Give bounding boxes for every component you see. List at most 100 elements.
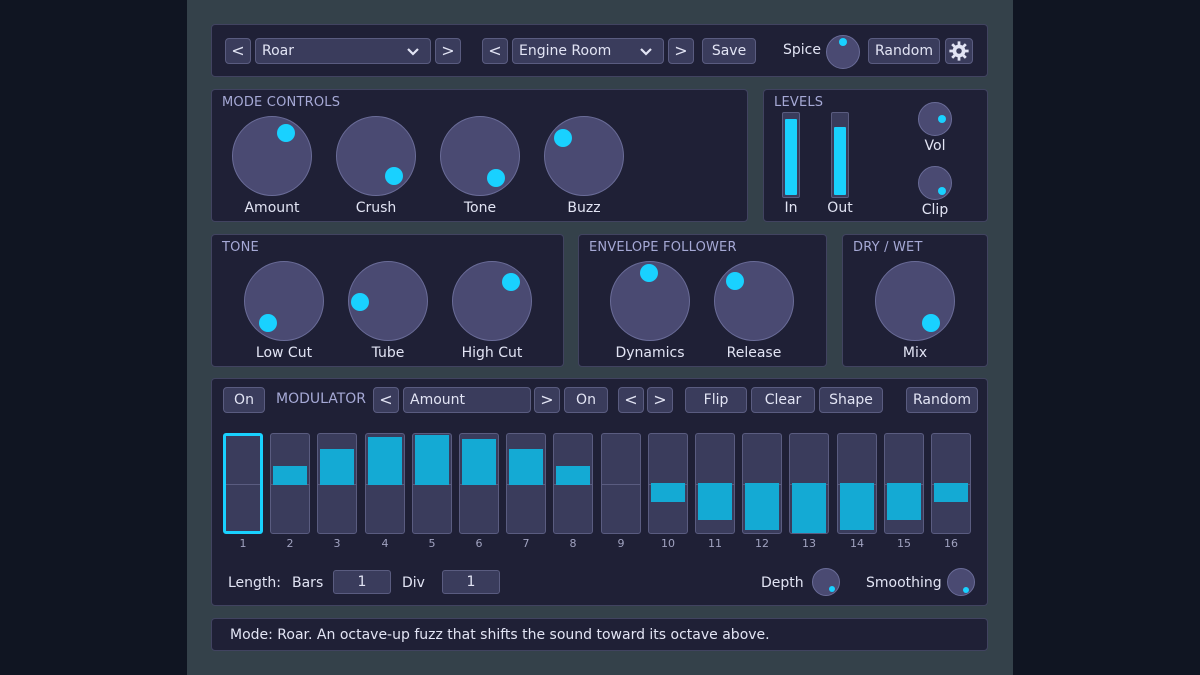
high-cut-knob[interactable] <box>452 261 532 341</box>
step-16[interactable] <box>931 433 971 534</box>
preset2-next-button[interactable]: > <box>668 38 694 64</box>
step-2[interactable] <box>270 433 310 534</box>
step-5[interactable] <box>412 433 452 534</box>
step-number: 4 <box>381 537 389 550</box>
step-6[interactable] <box>459 433 499 534</box>
step-center-line <box>226 483 260 485</box>
status-bar: Mode: Roar. An octave-up fuzz that shift… <box>211 618 988 651</box>
step-number: 7 <box>522 537 530 550</box>
tone-panel: TONE Low Cut Tube High Cut <box>211 234 564 367</box>
step-4[interactable] <box>365 433 405 534</box>
step-value-bar <box>651 483 685 503</box>
step-number: 8 <box>569 537 577 550</box>
envelope-follower-panel: ENVELOPE FOLLOWER Dynamics Release <box>578 234 827 367</box>
low-cut-knob[interactable] <box>244 261 324 341</box>
step-nav-next-button[interactable]: > <box>647 387 673 413</box>
buzz-indicator <box>554 129 572 147</box>
step-10[interactable] <box>648 433 688 534</box>
mode-controls-title: MODE CONTROLS <box>222 95 341 110</box>
preset1-prev-button[interactable]: < <box>225 38 251 64</box>
step-1[interactable] <box>223 433 263 534</box>
gear-icon <box>948 41 970 66</box>
mix-knob[interactable] <box>875 261 955 341</box>
step-14[interactable] <box>837 433 877 534</box>
flip-button[interactable]: Flip <box>685 387 747 413</box>
output-meter-fill <box>834 127 846 195</box>
status-text: Mode: Roar. An octave-up fuzz that shift… <box>230 627 770 643</box>
high-cut-label: High Cut <box>461 345 523 361</box>
preset2-prev-button[interactable]: < <box>482 38 508 64</box>
preset1-next-button[interactable]: > <box>435 38 461 64</box>
tube-knob[interactable] <box>348 261 428 341</box>
random-button[interactable]: Random <box>868 38 940 64</box>
levels-title: LEVELS <box>774 95 824 110</box>
step-value-bar <box>273 465 307 485</box>
step-value-bar <box>792 483 826 534</box>
vol-indicator <box>938 115 946 123</box>
step-value-bar <box>745 483 779 530</box>
step-number: 1 <box>239 537 247 550</box>
spice-knob[interactable] <box>826 35 860 69</box>
dynamics-indicator <box>640 264 658 282</box>
tone-indicator <box>487 169 505 187</box>
div-field[interactable]: 1 <box>442 570 500 594</box>
settings-button[interactable] <box>945 38 973 64</box>
release-label: Release <box>726 345 782 361</box>
step-value-bar <box>556 465 590 485</box>
modulator-on-button[interactable]: On <box>223 387 265 413</box>
smoothing-knob[interactable] <box>947 568 975 596</box>
depth-indicator <box>829 586 835 592</box>
depth-knob[interactable] <box>812 568 840 596</box>
preset2-select[interactable]: Engine Room <box>512 38 664 64</box>
mod-target-prev-button[interactable]: < <box>373 387 399 413</box>
bars-field[interactable]: 1 <box>333 570 391 594</box>
step-value-bar <box>320 449 354 485</box>
step-11[interactable] <box>695 433 735 534</box>
step-value-bar <box>887 483 921 520</box>
preset1-select[interactable]: Roar <box>255 38 431 64</box>
tube-label: Tube <box>371 345 405 361</box>
vol-knob[interactable] <box>918 102 952 136</box>
step-value-bar <box>509 449 543 485</box>
step-value-bar <box>934 483 968 503</box>
low-cut-label: Low Cut <box>255 345 313 361</box>
clear-button[interactable]: Clear <box>751 387 815 413</box>
step-9[interactable] <box>601 433 641 534</box>
dynamics-label: Dynamics <box>615 345 685 361</box>
spice-label: Spice <box>783 42 821 58</box>
dynamics-knob[interactable] <box>610 261 690 341</box>
buzz-knob[interactable] <box>544 116 624 196</box>
input-meter-label: In <box>784 200 798 216</box>
step-number: 14 <box>850 537 864 550</box>
step-3[interactable] <box>317 433 357 534</box>
shape-button[interactable]: Shape <box>819 387 883 413</box>
clip-indicator <box>938 187 946 195</box>
step-number: 12 <box>755 537 769 550</box>
clip-knob[interactable] <box>918 166 952 200</box>
step-center-line <box>602 483 640 485</box>
modulator-random-button[interactable]: Random <box>906 387 978 413</box>
tone-knob[interactable] <box>440 116 520 196</box>
step-8[interactable] <box>553 433 593 534</box>
save-button[interactable]: Save <box>702 38 756 64</box>
crush-label: Crush <box>355 200 397 216</box>
step-value-bar <box>415 434 449 485</box>
step-number: 2 <box>286 537 294 550</box>
buzz-label: Buzz <box>567 200 601 216</box>
mix-indicator <box>922 314 940 332</box>
mod-target-on-button[interactable]: On <box>564 387 608 413</box>
mod-target-next-button[interactable]: > <box>534 387 560 413</box>
amount-knob[interactable] <box>232 116 312 196</box>
mod-target-select[interactable]: Amount <box>403 387 531 413</box>
step-12[interactable] <box>742 433 782 534</box>
output-meter <box>831 112 849 198</box>
modulator-title: MODULATOR <box>276 391 367 407</box>
crush-knob[interactable] <box>336 116 416 196</box>
step-13[interactable] <box>789 433 829 534</box>
step-7[interactable] <box>506 433 546 534</box>
step-15[interactable] <box>884 433 924 534</box>
bars-label: Bars <box>292 575 324 591</box>
step-number: 11 <box>708 537 722 550</box>
release-knob[interactable] <box>714 261 794 341</box>
step-nav-prev-button[interactable]: < <box>618 387 644 413</box>
